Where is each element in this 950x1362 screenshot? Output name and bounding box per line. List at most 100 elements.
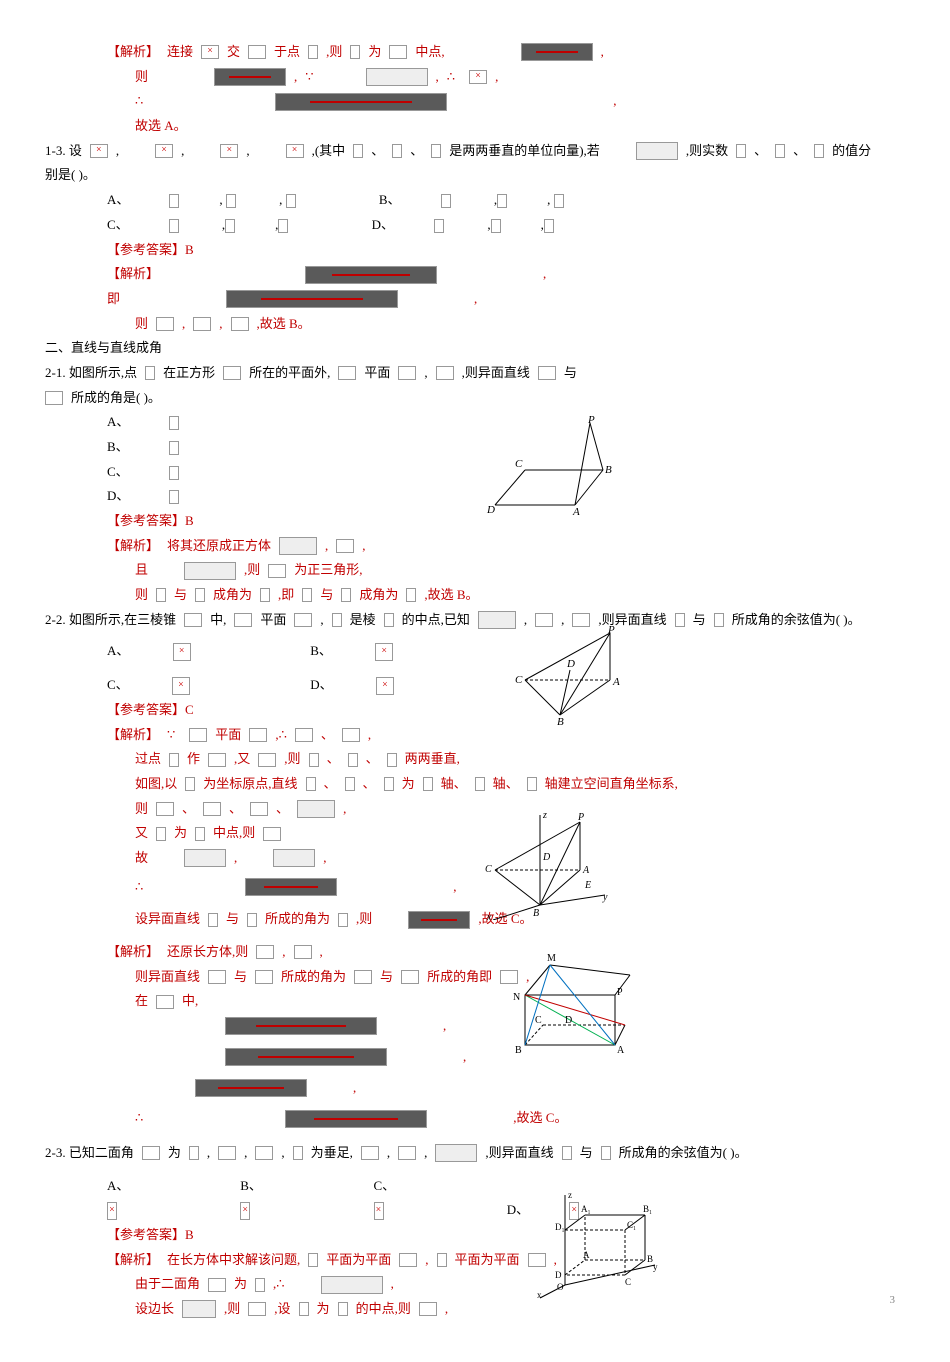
text: ,则异面直线: [485, 1141, 553, 1166]
opt-c: C、 ,,: [107, 213, 328, 238]
line: 设边长 ,则 ,设 为 的中点,则 ,: [45, 1297, 905, 1322]
text: ,: [281, 1141, 284, 1166]
text: 两两垂直,: [405, 747, 460, 772]
therefore: [135, 89, 149, 114]
therefore: [135, 875, 149, 900]
text: 、: [327, 747, 340, 772]
math-placeholder: [389, 45, 407, 59]
line: 在 中,: [45, 989, 905, 1014]
text: 、: [371, 139, 384, 164]
text: 为正三角形,: [294, 558, 362, 583]
fig22a-svg: P C A B D: [515, 625, 635, 725]
analysis-label: 【解析】: [107, 723, 159, 748]
text: ,则: [224, 1297, 240, 1322]
text: 交: [227, 40, 240, 65]
analysis-line: 【解析】 将其还原成正方体 , ,: [45, 534, 905, 559]
ph: [234, 613, 252, 627]
text: 即: [107, 287, 120, 312]
fig22c-svg: M N P C D A B: [495, 945, 635, 1055]
ph: [156, 317, 174, 331]
ph: [342, 728, 360, 742]
ph: [255, 1146, 273, 1160]
section-title: 二、直线与直线成角: [45, 336, 905, 361]
fig23-svg: z x y O B₁ A₁ D₁ C₁ B A D C: [535, 1190, 665, 1300]
ph: [399, 1253, 417, 1267]
text: 为: [317, 1297, 330, 1322]
text: 为: [234, 1272, 247, 1297]
formula-bar: [225, 1048, 387, 1066]
opt-d: D、 ,,: [372, 213, 594, 238]
ph: [184, 562, 236, 580]
ph: [156, 827, 166, 841]
text: 还原长方体,则: [167, 940, 248, 965]
figure-21: P C B D A: [485, 415, 615, 515]
ph: [299, 1302, 309, 1316]
ph: [306, 777, 316, 791]
text: ,: [543, 262, 546, 287]
text: ,设: [274, 1297, 290, 1322]
text: ,: [424, 361, 427, 386]
ph: [309, 753, 319, 767]
opt-c: C、: [107, 673, 267, 698]
text: 平面: [215, 723, 241, 748]
svg-text:N: N: [513, 992, 520, 1003]
text: ,故选 B。: [424, 583, 478, 608]
line: ,: [45, 1045, 905, 1070]
text: 、: [410, 139, 423, 164]
ph: [675, 613, 685, 627]
svg-text:C₁: C₁: [627, 1220, 636, 1230]
text: 连接: [167, 40, 193, 65]
ph: [736, 144, 746, 158]
text: 平面为平面: [326, 1248, 391, 1273]
text: 为坐标原点,直线: [203, 772, 297, 797]
svg-text:B: B: [515, 1045, 522, 1055]
text: 由于二面角: [135, 1272, 200, 1297]
line: 又 为 中点,则: [45, 821, 905, 846]
text: 成角为: [359, 583, 398, 608]
text: 中点,则: [213, 821, 255, 846]
figure-23: z x y O B₁ A₁ D₁ C₁ B A D C: [535, 1190, 665, 1300]
svg-text:D: D: [565, 1015, 572, 1026]
text: 成角为: [213, 583, 252, 608]
ph: [775, 144, 785, 158]
q23: 2-3. 已知二面角 为 , , , 为垂足, , , ,则异面直线 与 所成角…: [45, 1141, 905, 1166]
ph: [435, 1144, 477, 1162]
text: 与: [693, 608, 706, 633]
text: 、: [793, 139, 806, 164]
svg-text:A: A: [582, 865, 590, 876]
svg-text:D: D: [555, 1270, 562, 1280]
answer: 【参考答案】B: [45, 238, 905, 263]
math-placeholder: [90, 144, 108, 158]
svg-text:B₁: B₁: [643, 1204, 652, 1214]
text: ,则: [244, 558, 260, 583]
svg-text:z: z: [568, 1190, 572, 1200]
text: ,: [207, 1141, 210, 1166]
q21-line2: 所成的角是( )。: [45, 386, 905, 411]
because: [167, 723, 181, 748]
ph: [189, 728, 207, 742]
svg-text:B: B: [533, 908, 539, 919]
text: 在正方形: [163, 361, 215, 386]
svg-text:C: C: [535, 1015, 542, 1026]
text: 如图,以: [135, 772, 177, 797]
text: 所成的角是( )。: [71, 386, 161, 411]
text: 在: [135, 989, 148, 1014]
ph: [308, 1253, 318, 1267]
ph: [348, 753, 358, 767]
text: 与: [234, 965, 247, 990]
text: ,: [325, 534, 328, 559]
text: ,: [424, 1141, 427, 1166]
text: ,∴: [275, 723, 287, 748]
ph: [260, 588, 270, 602]
text: ,则异面直线: [462, 361, 530, 386]
ph: [156, 995, 174, 1009]
ph: [273, 849, 315, 867]
because: [305, 65, 319, 90]
svg-text:x: x: [486, 912, 492, 920]
fig22b-svg: z P C A B D E x y: [485, 810, 615, 920]
svg-text:A: A: [612, 676, 620, 688]
text: ,则: [284, 747, 300, 772]
ph: [294, 613, 312, 627]
analysis-line: 【解析】 在长方体中求解该问题, 平面为平面 , 平面为平面 ,: [45, 1248, 905, 1273]
svg-text:A₁: A₁: [581, 1204, 591, 1214]
